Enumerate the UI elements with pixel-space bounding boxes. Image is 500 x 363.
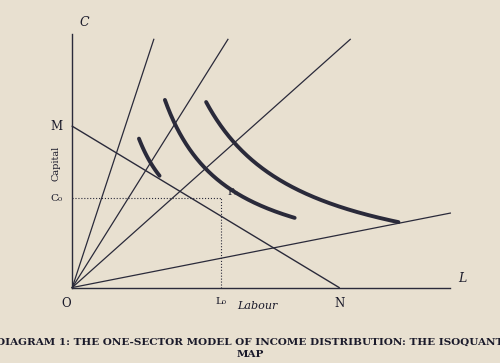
Text: L₀: L₀ bbox=[215, 297, 226, 306]
Text: DIAGRAM 1: THE ONE-SECTOR MODEL OF INCOME DISTRIBUTION: THE ISOQUANT: DIAGRAM 1: THE ONE-SECTOR MODEL OF INCOM… bbox=[0, 338, 500, 347]
Text: C₀: C₀ bbox=[51, 194, 63, 203]
Text: Labour: Labour bbox=[238, 301, 278, 311]
Text: C: C bbox=[80, 16, 90, 29]
Text: P₀: P₀ bbox=[227, 188, 238, 197]
Text: MAP: MAP bbox=[236, 350, 264, 359]
Text: Capital: Capital bbox=[51, 146, 60, 181]
Text: N: N bbox=[334, 297, 344, 310]
Text: L: L bbox=[458, 272, 466, 285]
Text: O: O bbox=[62, 297, 72, 310]
Text: M: M bbox=[51, 120, 63, 133]
